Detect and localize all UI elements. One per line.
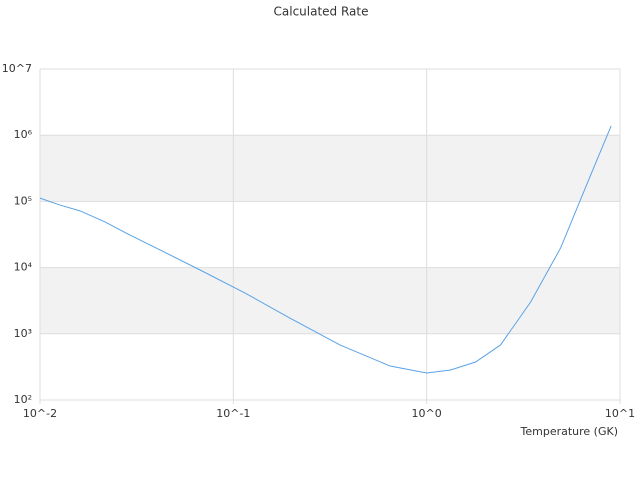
x-tick-label: 10^0 <box>412 407 442 420</box>
y-tick-label: 10² <box>14 393 32 406</box>
grid-band <box>40 135 620 202</box>
x-tick-label: 10^-1 <box>216 407 250 420</box>
y-tick-label: 10^7 <box>2 62 32 75</box>
y-tick-label: 10⁴ <box>14 261 33 274</box>
x-tick-label: 10^1 <box>605 407 635 420</box>
line-series <box>39 125 612 374</box>
y-tick-label: 10⁶ <box>14 128 33 141</box>
x-axis-label: Temperature (GK) <box>520 425 619 438</box>
y-tick-label: 10⁵ <box>14 194 32 207</box>
y-tick-label: 10³ <box>14 327 32 340</box>
chart-title: Calculated Rate <box>274 5 369 19</box>
grid-band <box>40 267 620 334</box>
x-tick-label: 10^-2 <box>23 407 57 420</box>
